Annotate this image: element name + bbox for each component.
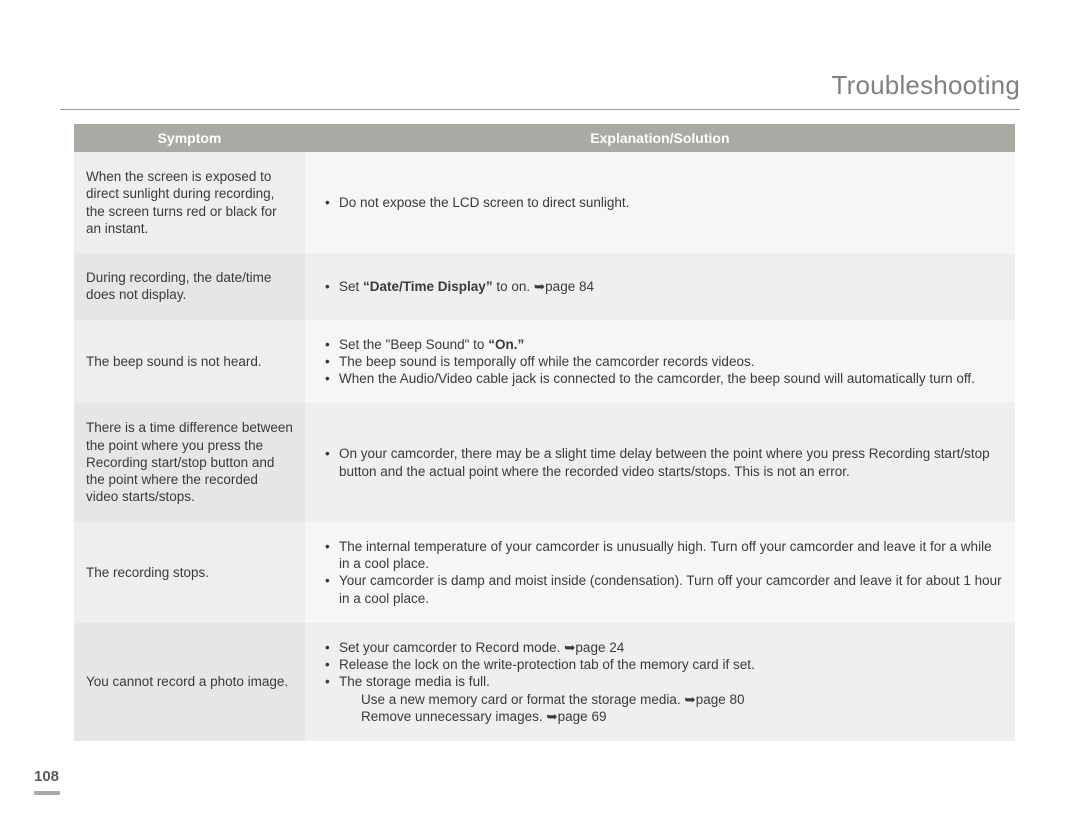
header-symptom: Symptom [74,124,305,152]
solution-cell: Do not expose the LCD screen to direct s… [305,152,1015,253]
symptom-cell: The beep sound is not heard. [74,320,305,404]
symptom-cell: There is a time difference between the p… [74,403,305,521]
header-solution: Explanation/Solution [305,124,1015,152]
solution-item: The storage media is full.Use a new memo… [317,673,1003,725]
solution-cell: Set the "Beep Sound" to “On.”The beep so… [305,320,1015,404]
solution-item: Your camcorder is damp and moist inside … [317,572,1003,607]
title-rule [60,109,1020,110]
solution-subitem: Use a new memory card or format the stor… [339,691,1003,708]
page-number-underline [34,791,60,795]
solution-list: On your camcorder, there may be a slight… [317,445,1003,480]
solution-item: Do not expose the LCD screen to direct s… [317,194,1003,211]
solution-item: On your camcorder, there may be a slight… [317,445,1003,480]
solution-item: Release the lock on the write-protection… [317,656,1003,673]
solution-cell: Set your camcorder to Record mode. ➥page… [305,623,1015,741]
table-header-row: Symptom Explanation/Solution [74,124,1015,152]
table-row: During recording, the date/time does not… [74,253,1015,320]
page-ref-arrow-icon: ➥ [546,709,557,724]
solution-list: Set your camcorder to Record mode. ➥page… [317,639,1003,725]
solution-cell: Set “Date/Time Display” to on. ➥page 84 [305,253,1015,320]
solution-list: Do not expose the LCD screen to direct s… [317,194,1003,211]
page-ref-arrow-icon: ➥ [684,692,695,707]
solution-list: The internal temperature of your camcord… [317,538,1003,607]
page-ref-arrow-icon: ➥ [534,279,545,294]
solution-list: Set “Date/Time Display” to on. ➥page 84 [317,278,1003,295]
solution-item: Set “Date/Time Display” to on. ➥page 84 [317,278,1003,295]
table-row: The beep sound is not heard.Set the "Bee… [74,320,1015,404]
solution-subitem: Remove unnecessary images. ➥page 69 [339,708,1003,725]
troubleshooting-table: Symptom Explanation/Solution When the sc… [74,124,1015,741]
solution-cell: On your camcorder, there may be a slight… [305,403,1015,521]
table-row: You cannot record a photo image. Set your… [74,623,1015,741]
symptom-cell: You cannot record a photo image. [74,623,305,741]
page-ref-arrow-icon: ➥ [564,640,575,655]
manual-page: Troubleshooting Symptom Explanation/Solu… [0,0,1080,825]
symptom-cell: When the screen is exposed to direct sun… [74,152,305,253]
page-title: Troubleshooting [60,70,1020,101]
solution-cell: The internal temperature of your camcord… [305,522,1015,623]
solution-item: Set your camcorder to Record mode. ➥page… [317,639,1003,656]
solution-item: When the Audio/Video cable jack is conne… [317,370,1003,387]
solution-item: Set the "Beep Sound" to “On.” [317,336,1003,353]
table-row: The recording stops. The internal tempera… [74,522,1015,623]
symptom-cell: The recording stops. [74,522,305,623]
table-row: There is a time difference between the p… [74,403,1015,521]
solution-item: The beep sound is temporally off while t… [317,353,1003,370]
solution-list: Set the "Beep Sound" to “On.”The beep so… [317,336,1003,388]
table-row: When the screen is exposed to direct sun… [74,152,1015,253]
solution-item: The internal temperature of your camcord… [317,538,1003,573]
page-number: 108 [34,768,59,785]
symptom-cell: During recording, the date/time does not… [74,253,305,320]
